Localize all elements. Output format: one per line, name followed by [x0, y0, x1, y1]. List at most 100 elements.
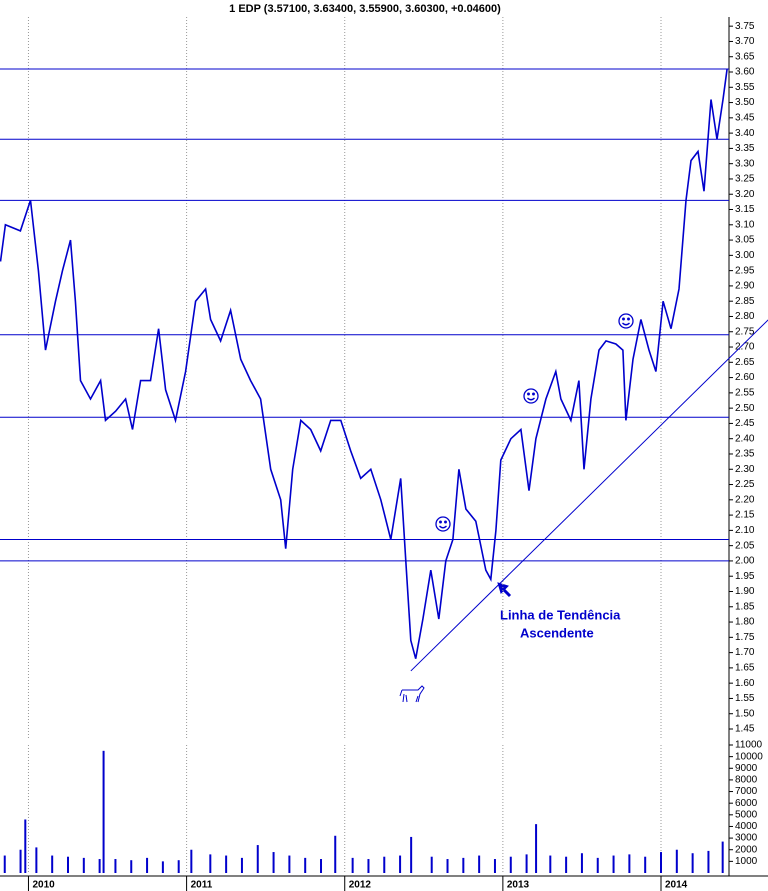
volume-bar	[596, 857, 599, 873]
volume-bar	[102, 750, 105, 873]
y-tick-label: 3.00	[735, 250, 755, 261]
volume-bar	[190, 849, 193, 873]
price-line	[0, 68, 728, 659]
y-tick-label: 2.00	[735, 556, 755, 567]
y-tick-label: 2.15	[735, 510, 755, 521]
volume-bar	[430, 856, 433, 873]
y-tick-label: 1.65	[735, 663, 755, 674]
y-tick-label: 2.65	[735, 357, 755, 368]
y-tick-label: 1.95	[735, 571, 755, 582]
volume-bar	[288, 855, 291, 873]
y-tick-label: 3.30	[735, 158, 755, 169]
annotation: Ascendente	[520, 625, 594, 640]
volume-bar	[351, 857, 354, 873]
volume-bar	[256, 845, 259, 873]
volume-bar	[146, 857, 149, 873]
smiley	[618, 313, 634, 329]
y-tick-label: 3.70	[735, 36, 755, 47]
volume-bar	[367, 859, 370, 873]
x-tick-label: 2014	[665, 880, 688, 891]
x-tick-label: 2013	[507, 880, 530, 891]
y-tick-label: 3.40	[735, 128, 755, 139]
volume-bar	[66, 856, 69, 873]
y-tick-label: 5000	[735, 809, 758, 820]
x-tick-label: 2010	[32, 880, 55, 891]
y-tick-label: 3.65	[735, 51, 755, 62]
y-tick-label: 2.40	[735, 433, 755, 444]
y-tick-label: 2.90	[735, 281, 755, 292]
y-tick-label: 1.50	[735, 708, 755, 719]
trend-line	[410, 319, 768, 672]
y-tick-label: 2.25	[735, 479, 755, 490]
volume-bar	[240, 857, 243, 873]
y-tick-label: 2.85	[735, 296, 755, 307]
y-tick-label: 3.75	[735, 21, 755, 32]
y-tick-label: 2.35	[735, 449, 755, 460]
volume-bar	[82, 857, 85, 873]
y-tick-label: 3.05	[735, 235, 755, 246]
volume-bar	[272, 852, 275, 873]
volume-bar	[320, 859, 323, 873]
y-tick-label: 9000	[735, 763, 758, 774]
y-tick-label: 3.55	[735, 82, 755, 93]
y-tick-label: 3.10	[735, 219, 755, 230]
volume-bar	[35, 847, 38, 873]
volume-bar	[707, 850, 710, 873]
y-tick-label: 2.80	[735, 311, 755, 322]
volume-bar	[535, 824, 538, 873]
volume-bar	[612, 855, 615, 873]
y-tick-label: 1000	[735, 856, 758, 867]
y-tick-label: 8000	[735, 775, 758, 786]
volume-bar	[177, 860, 180, 873]
volume-bar	[721, 841, 724, 873]
y-tick-label: 2000	[735, 844, 758, 855]
smiley	[435, 516, 451, 532]
y-tick-label: 3.20	[735, 189, 755, 200]
chart-title: 1 EDP (3.57100, 3.63400, 3.55900, 3.6030…	[229, 3, 501, 15]
volume-bar	[525, 854, 528, 873]
volume-bar	[565, 856, 568, 873]
volume-bar	[478, 855, 481, 873]
volume-bar	[3, 855, 6, 873]
x-tick-label: 2012	[349, 880, 372, 891]
volume-bar	[383, 856, 386, 873]
y-tick-label: 2.50	[735, 403, 755, 414]
y-tick-label: 1.75	[735, 632, 755, 643]
volume-bar	[644, 856, 647, 873]
y-tick-label: 2.70	[735, 342, 755, 353]
volume-bar	[462, 857, 465, 873]
y-tick-label: 3.25	[735, 174, 755, 185]
y-tick-label: 1.60	[735, 678, 755, 689]
y-tick-label: 1.45	[735, 724, 755, 735]
bull-icon	[399, 685, 425, 703]
volume-bar	[161, 861, 164, 873]
volume-bar	[675, 849, 678, 873]
y-tick-label: 3.45	[735, 112, 755, 123]
volume-bar	[225, 855, 228, 873]
volume-bar	[691, 853, 694, 873]
volume-bar	[19, 849, 22, 873]
y-tick-label: 1.90	[735, 586, 755, 597]
volume-bar	[209, 854, 212, 873]
volume-bar	[509, 856, 512, 873]
volume-bar	[446, 859, 449, 873]
y-tick-label: 2.20	[735, 494, 755, 505]
volume-bar	[493, 859, 496, 873]
volume-bar	[130, 860, 133, 873]
volume-bar	[114, 859, 117, 873]
volume-bar	[660, 852, 663, 873]
volume-bar	[24, 819, 27, 873]
y-tick-label: 6000	[735, 798, 758, 809]
y-tick-label: 11000	[735, 740, 763, 751]
volume-bar	[304, 857, 307, 873]
y-tick-label: 2.75	[735, 326, 755, 337]
y-tick-label: 2.05	[735, 540, 755, 551]
volume-bar	[628, 854, 631, 873]
y-tick-label: 3.50	[735, 97, 755, 108]
y-tick-label: 1.70	[735, 647, 755, 658]
y-tick-label: 3000	[735, 833, 758, 844]
y-tick-label: 1.80	[735, 617, 755, 628]
volume-bar	[580, 853, 583, 873]
